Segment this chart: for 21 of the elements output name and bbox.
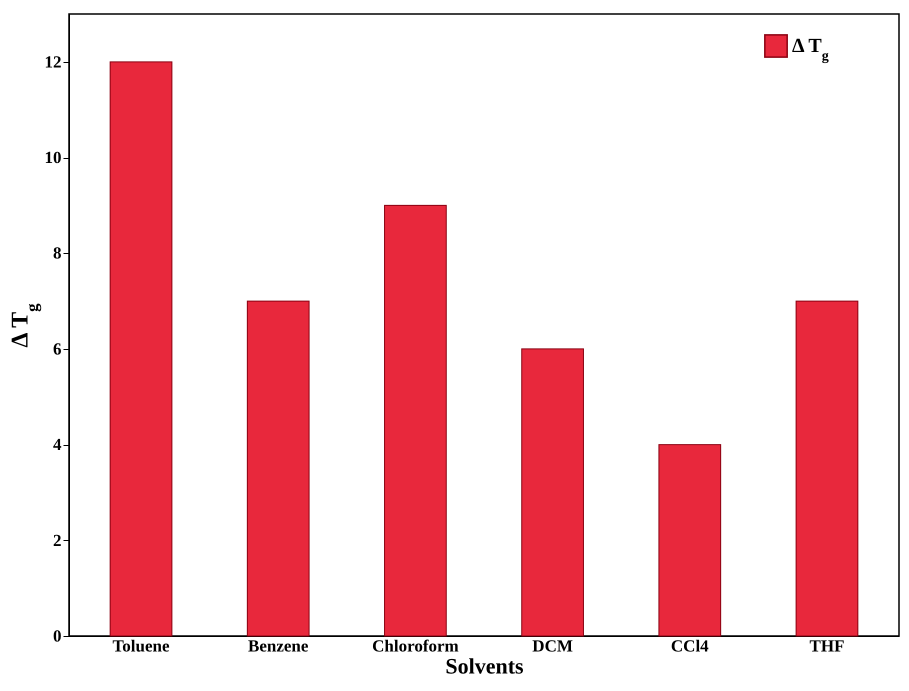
y-tick-label: 12 bbox=[44, 52, 62, 72]
x-tick-label: Chloroform bbox=[372, 636, 459, 656]
y-tick-label: 8 bbox=[53, 244, 62, 263]
x-tick-label: Benzene bbox=[248, 636, 309, 656]
y-tick-label: 0 bbox=[53, 626, 62, 646]
y-tick-label: 6 bbox=[53, 339, 62, 358]
x-tick-label: CCl4 bbox=[670, 636, 710, 656]
bar bbox=[110, 61, 172, 636]
y-tick-label: 2 bbox=[53, 530, 62, 550]
bar bbox=[796, 300, 858, 636]
bar bbox=[521, 348, 584, 636]
bar bbox=[658, 444, 722, 636]
x-tick-label: DCM bbox=[532, 636, 573, 656]
legend-label: Δ T$_{g}$ bbox=[792, 35, 829, 64]
y-tick-label: 10 bbox=[44, 148, 62, 168]
x-axis-title: Solvents bbox=[445, 654, 524, 678]
x-tick-label: THF bbox=[810, 636, 844, 656]
bar bbox=[384, 204, 447, 636]
y-tick-label: 4 bbox=[53, 435, 62, 454]
x-tick-label: Toluene bbox=[112, 636, 170, 656]
bar bbox=[246, 300, 310, 636]
